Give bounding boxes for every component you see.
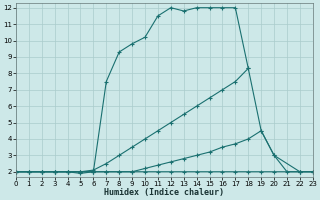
X-axis label: Humidex (Indice chaleur): Humidex (Indice chaleur) [104,188,224,197]
